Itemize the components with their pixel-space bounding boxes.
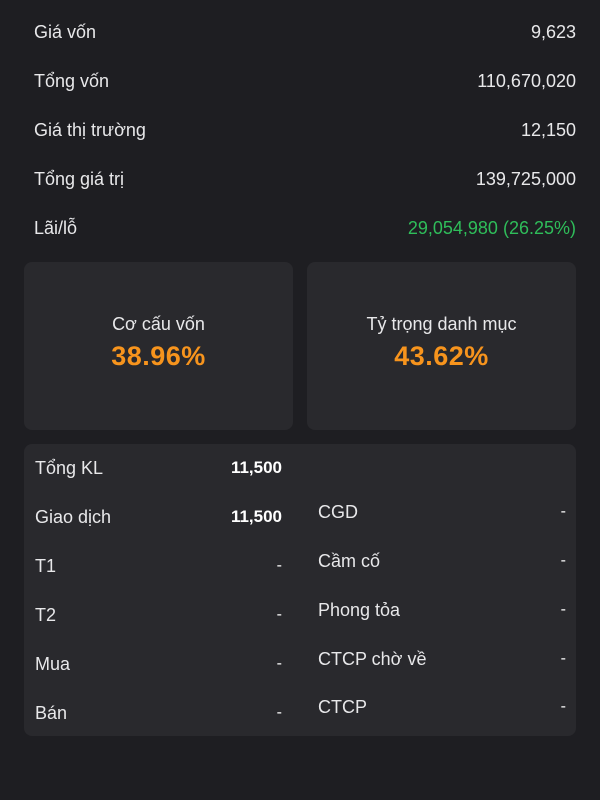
volume-details-panel: Tổng KL 11,500 Giao dịch 11,500 T1 - T2 … [24, 444, 576, 736]
capital-structure-value: 38.96% [111, 341, 206, 371]
detail-label: CTCP chờ về [318, 648, 427, 669]
detail-row-t1: T1 - [35, 551, 282, 581]
cost-price-value: 9,623 [530, 22, 576, 42]
detail-value: - [560, 552, 566, 569]
detail-value: - [560, 601, 566, 618]
detail-value: 11,500 [230, 507, 282, 526]
total-value-label: Tổng giá trị [34, 169, 125, 189]
detail-row-cgd: CGD - [318, 497, 566, 527]
detail-label: T2 [35, 604, 57, 625]
detail-value: - [276, 655, 282, 672]
detail-value: - [560, 698, 566, 715]
total-capital-value: 110,670,020 [477, 71, 576, 91]
detail-value: - [276, 606, 282, 623]
detail-label: Bán [35, 702, 68, 723]
ratio-cards: Cơ cấu vốn 38.96% Tỷ trọng danh mục 43.6… [24, 262, 576, 430]
detail-label: Giao dịch [35, 506, 112, 527]
profit-loss-row: Lãi/lỗ 29,054,980 (26.25%) [34, 204, 576, 253]
detail-value: - [560, 650, 566, 667]
market-price-value: 12,150 [520, 120, 576, 140]
detail-row-dividend: CTCP - [318, 692, 566, 722]
position-summary: Giá vốn 9,623 Tổng vốn 110,670,020 Giá t… [34, 8, 576, 253]
profit-loss-label: Lãi/lỗ [34, 218, 78, 238]
market-price-label: Giá thị trường [34, 120, 146, 140]
portfolio-weight-value: 43.62% [394, 341, 489, 371]
total-capital-row: Tổng vốn 110,670,020 [34, 57, 576, 106]
detail-row-blocked: Phong tỏa - [318, 595, 566, 625]
detail-value: 11,500 [230, 458, 282, 477]
detail-value: - [560, 503, 566, 520]
portfolio-weight-card[interactable]: Tỷ trọng danh mục 43.62% [307, 262, 576, 430]
detail-row-pending-dividend: CTCP chờ về - [318, 644, 566, 674]
cost-price-label: Giá vốn [34, 22, 97, 42]
detail-row-total-volume: Tổng KL 11,500 [35, 453, 282, 483]
detail-row-sell: Bán - [35, 698, 282, 728]
detail-label: Tổng KL [35, 457, 104, 478]
detail-label: Cầm cố [318, 550, 381, 571]
detail-value: - [276, 704, 282, 721]
capital-structure-title: Cơ cấu vốn [112, 314, 205, 334]
market-price-row: Giá thị trường 12,150 [34, 106, 576, 155]
capital-structure-card[interactable]: Cơ cấu vốn 38.96% [24, 262, 293, 430]
total-value-value: 139,725,000 [475, 169, 576, 189]
total-capital-label: Tổng vốn [34, 71, 110, 91]
detail-row-t2: T2 - [35, 600, 282, 630]
detail-label: T1 [35, 555, 57, 576]
cost-price-row: Giá vốn 9,623 [34, 8, 576, 57]
detail-label: Mua [35, 653, 71, 674]
total-value-row: Tổng giá trị 139,725,000 [34, 155, 576, 204]
detail-label: CTCP [318, 696, 367, 717]
detail-label: Phong tỏa [318, 599, 401, 620]
detail-row-buy: Mua - [35, 649, 282, 679]
detail-row-tradable: Giao dịch 11,500 [35, 502, 282, 532]
detail-value: - [276, 557, 282, 574]
detail-row-pledged: Cầm cố - [318, 546, 566, 576]
detail-label: CGD [318, 501, 358, 522]
profit-loss-value: 29,054,980 (26.25%) [407, 218, 576, 238]
portfolio-weight-title: Tỷ trọng danh mục [366, 314, 517, 334]
